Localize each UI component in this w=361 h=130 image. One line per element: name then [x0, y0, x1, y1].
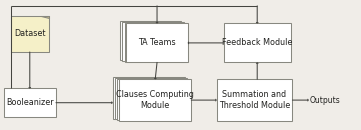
Bar: [224, 23, 291, 62]
Text: Clauses Computing
Module: Clauses Computing Module: [116, 90, 194, 110]
Bar: [125, 23, 186, 62]
Text: Booleanizer: Booleanizer: [6, 98, 53, 107]
Bar: [119, 79, 191, 121]
Text: Summation and
Threshold Module: Summation and Threshold Module: [219, 90, 290, 110]
Bar: [11, 16, 49, 52]
Text: Outputs: Outputs: [310, 96, 341, 105]
Bar: [122, 22, 184, 61]
Bar: [117, 79, 190, 120]
Text: Dataset: Dataset: [14, 29, 45, 38]
Bar: [4, 88, 56, 117]
Text: Feedback Module: Feedback Module: [222, 38, 292, 47]
Bar: [113, 77, 185, 119]
Bar: [115, 78, 187, 119]
Bar: [126, 23, 188, 62]
Polygon shape: [41, 16, 49, 18]
Bar: [217, 79, 292, 121]
Text: TA Teams: TA Teams: [138, 38, 176, 47]
Bar: [120, 21, 181, 60]
